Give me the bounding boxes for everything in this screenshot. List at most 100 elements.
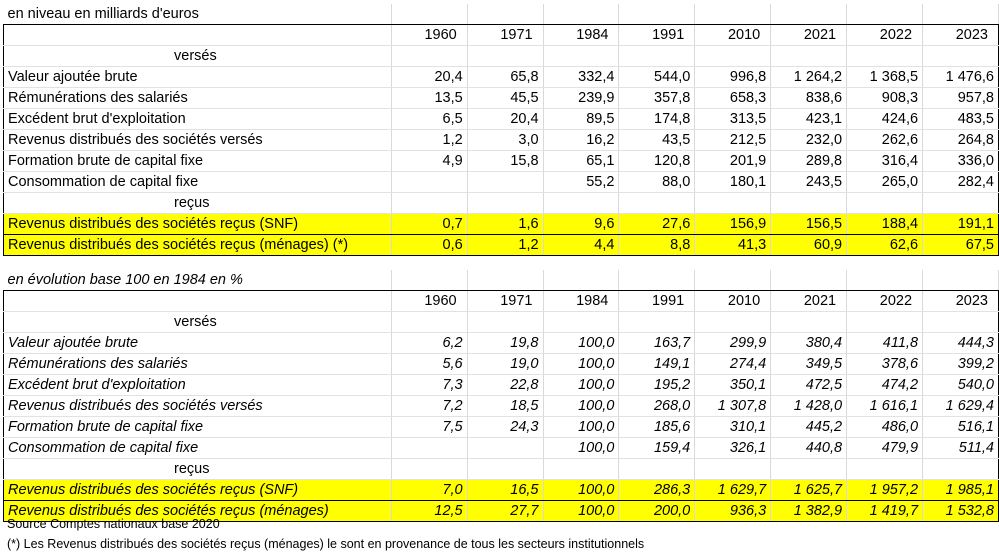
value-cell: 20,4 [391, 66, 468, 88]
empty-cell [391, 4, 468, 25]
value-cell: 1 476,6 [922, 66, 999, 88]
row-label: Excédent brut d'exploitation [3, 108, 392, 130]
header-label-cell [3, 24, 392, 46]
table-niveau: en niveau en milliards d'euros 1960 1971 19… [3, 4, 999, 256]
year-header-row: 1960 1971 1984 1991 2010 2021 2022 2023 [3, 290, 999, 312]
value-cell: 100,0 [543, 437, 620, 459]
value-cell: 6,2 [391, 332, 468, 354]
value-cell: 159,4 [618, 437, 696, 459]
value-cell: 486,0 [846, 416, 924, 438]
value-cell: 188,4 [846, 213, 924, 235]
year-header: 2010 [694, 290, 772, 312]
value-cell: 658,3 [694, 87, 772, 109]
section-recus-row: reçus [3, 192, 999, 214]
empty-cell [467, 311, 544, 333]
empty-cell [618, 4, 696, 25]
table-title-row: en niveau en milliards d'euros [3, 4, 999, 25]
empty-cell [846, 4, 924, 25]
row-label: Revenus distribués des sociétés versés [3, 395, 392, 417]
empty-cell [618, 45, 696, 67]
value-cell: 232,0 [770, 129, 848, 151]
section-label-verses: versés [3, 311, 392, 333]
empty-cell [391, 311, 468, 333]
value-cell: 156,9 [694, 213, 772, 235]
year-header: 2021 [770, 290, 848, 312]
year-header: 1960 [391, 24, 468, 46]
table-row: Valeur ajoutée brute 20,4 65,8 332,4 544,0 99… [3, 66, 999, 88]
value-cell [467, 437, 544, 459]
value-cell: 310,1 [694, 416, 772, 438]
empty-cell [467, 270, 544, 291]
empty-cell [922, 192, 999, 214]
table-row: Formation brute de capital fixe 4,9 15,8 65… [3, 150, 999, 172]
value-cell: 332,4 [543, 66, 620, 88]
section-verses-row: versés [3, 45, 999, 67]
empty-cell [543, 311, 620, 333]
highlighted-row: Revenus distribués des sociétés reçus (m… [3, 234, 999, 256]
value-cell: 15,8 [467, 150, 544, 172]
value-cell: 100,0 [543, 332, 620, 354]
table-row: Excédent brut d'exploitation 6,5 20,4 89,5 1… [3, 108, 999, 130]
value-cell: 13,5 [391, 87, 468, 109]
table-row: Formation brute de capital fixe 7,5 24,3 10… [3, 416, 999, 438]
value-cell: 0,6 [391, 234, 468, 256]
value-cell [391, 437, 468, 459]
row-label: Valeur ajoutée brute [3, 66, 392, 88]
value-cell: 195,2 [618, 374, 696, 396]
value-cell: 265,0 [846, 171, 924, 193]
empty-cell [467, 458, 544, 480]
value-cell: 43,5 [618, 129, 696, 151]
value-cell: 24,3 [467, 416, 544, 438]
value-cell: 1 532,8 [922, 500, 999, 522]
table-row: Rémunérations des salariés 5,6 19,0 100,0 14… [3, 353, 999, 375]
value-cell: 5,6 [391, 353, 468, 375]
table-row: Revenus distribués des sociétés versés 1,… [3, 129, 999, 151]
value-cell: 65,1 [543, 150, 620, 172]
value-cell: 149,1 [618, 353, 696, 375]
section-verses-row: versés [3, 311, 999, 333]
row-label: Revenus distribués des sociétés versés [3, 129, 392, 151]
value-cell: 0,7 [391, 213, 468, 235]
empty-cell [922, 4, 999, 25]
table-row: Consommation de capital fixe 55,2 88,0 180,… [3, 171, 999, 193]
year-header: 1971 [467, 290, 544, 312]
empty-cell [922, 458, 999, 480]
empty-cell [694, 192, 772, 214]
value-cell: 55,2 [543, 171, 620, 193]
section-recus-row: reçus [3, 458, 999, 480]
year-header: 1984 [543, 24, 620, 46]
value-cell: 444,3 [922, 332, 999, 354]
year-header: 1991 [618, 24, 696, 46]
value-cell: 200,0 [618, 500, 696, 522]
year-header: 1960 [391, 290, 468, 312]
value-cell: 120,8 [618, 150, 696, 172]
year-header: 1971 [467, 24, 544, 46]
source-note: Source Comptes nationaux base 2020 [7, 517, 220, 531]
value-cell: 100,0 [543, 395, 620, 417]
value-cell: 6,5 [391, 108, 468, 130]
row-label: Rémunérations des salariés [3, 353, 392, 375]
value-cell: 100,0 [543, 500, 620, 522]
row-label: Rémunérations des salariés [3, 87, 392, 109]
value-cell: 483,5 [922, 108, 999, 130]
empty-cell [543, 192, 620, 214]
value-cell: 1,2 [467, 234, 544, 256]
value-cell: 1 419,7 [846, 500, 924, 522]
section-label-verses: versés [3, 45, 392, 67]
value-cell: 22,8 [467, 374, 544, 396]
empty-cell [694, 458, 772, 480]
value-cell [467, 171, 544, 193]
row-label: Consommation de capital fixe [3, 171, 392, 193]
empty-cell [543, 458, 620, 480]
table-row: Excédent brut d'exploitation 7,3 22,8 100,0… [3, 374, 999, 396]
year-header: 2010 [694, 24, 772, 46]
value-cell: 1 428,0 [770, 395, 848, 417]
value-cell: 326,1 [694, 437, 772, 459]
value-cell: 996,8 [694, 66, 772, 88]
empty-cell [618, 311, 696, 333]
value-cell: 45,5 [467, 87, 544, 109]
header-label-cell [3, 290, 392, 312]
value-cell: 1 307,8 [694, 395, 772, 417]
value-cell: 7,0 [391, 479, 468, 501]
empty-cell [391, 270, 468, 291]
